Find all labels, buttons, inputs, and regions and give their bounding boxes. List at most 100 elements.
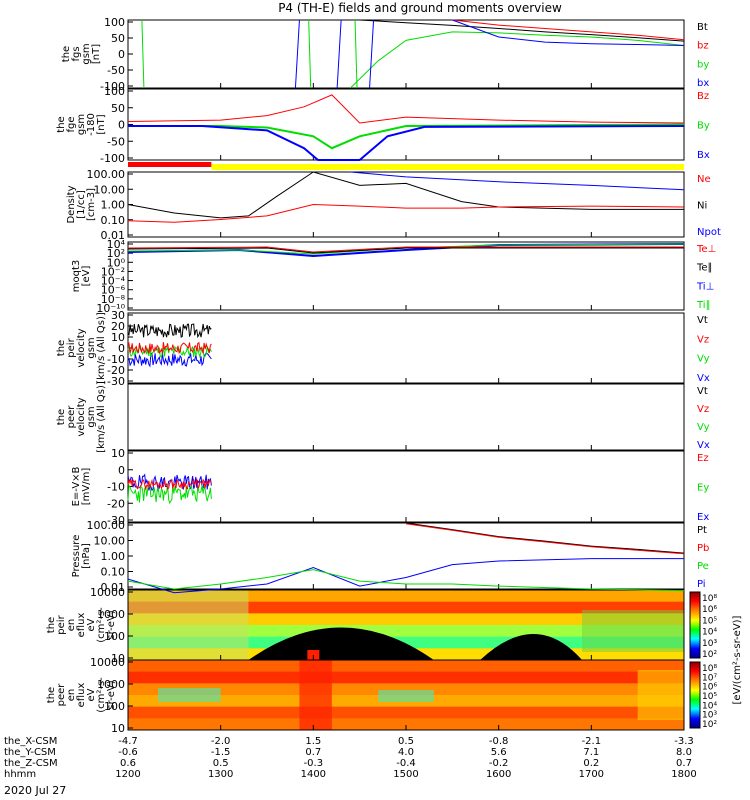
y-tick-label: 0.01 [101,581,126,594]
panel-frame [127,19,685,89]
y-tick-label: 30 [111,309,125,322]
panel-ylabel: thefgegsm-180[nT] [56,113,107,136]
legend-label: Ez [697,453,709,464]
legend-label: Te⊥ [696,244,716,255]
legend-label: Ti⊥ [696,281,714,292]
mode-bar-yellow [211,164,684,170]
figure-title: P4 (TH-E) fields and ground moments over… [278,1,562,15]
y-tick-label: 0 [118,342,125,355]
y-tick-label: 10⁻¹⁰ [96,302,125,315]
ylabel-line: velocity [76,328,87,367]
axis-row-value: 4.0 [398,747,414,758]
legend-label: bz [697,41,709,52]
legend-label: Pb [697,543,709,554]
ylabel-line: en [66,619,77,632]
y-tick-label: 10⁻⁸ [101,293,126,306]
ylabel-line: eflux [76,613,87,638]
y-tick-label: 1000 [97,678,125,691]
ylabel-line: the [46,687,57,703]
legend-label: Npot [697,227,721,238]
ylabel-line: gsm [86,337,97,358]
axis-row-value: 0.6 [120,758,136,769]
ylabel-line: peir [56,614,67,634]
ylabel-line: fge [66,116,77,132]
spectrogram-band [128,718,684,731]
ylabel-line: peer [56,683,67,707]
series-fgs-bz [452,19,685,41]
spectrogram-region [637,670,684,720]
colorbar-tick: 10⁶ [702,605,717,615]
y-tick-label: -50 [107,64,125,77]
colorbar-label: [eV/(cm²-s-sr-eV)] [732,615,743,704]
colorbar-tick: 10⁸ [702,594,717,604]
panel-ylabel: Pressure[nPa] [71,535,92,578]
ylabel-line: sr-eV) [106,680,117,709]
y-tick-label: 0.10 [101,566,126,579]
spectrogram-band [128,625,684,638]
series-pressure-Pb [405,523,685,555]
spectrogram-band [128,660,684,673]
panel-peer_vel: thepeervelocitygsm[km/s (All Qs)] Vt Vz Vy V… [56,381,710,453]
axis-row-value: 0.7 [305,747,321,758]
axis-row-value: -4.7 [118,736,138,747]
y-tick-label: 50 [111,32,125,45]
y-tick-label: 10⁻⁶ [101,284,126,297]
y-tick-label: 100.00 [87,519,126,532]
y-tick-label: -10 [107,353,125,366]
series-fgs-vertical [308,19,312,89]
legend-label: Te∥ [696,263,713,274]
ylabel-line: peer [66,405,77,429]
axis-row-value: 8.0 [676,747,692,758]
y-tick-label: 1.00 [101,550,126,563]
ylabel-line: the [56,116,67,132]
y-tick-label: -10 [107,481,125,494]
series-pressure-Pi [127,558,684,594]
ylabel-line: [km/s (All Qs)] [96,312,107,384]
y-tick-label: 10 [111,722,125,735]
series-vel-Vz [127,341,212,355]
mode-bar-red [128,162,212,167]
legend-label: By [697,121,710,132]
panel-frame [127,522,685,590]
spectrogram-region [128,590,249,660]
series-fgs-by [350,31,685,89]
colorbar-tick: 10⁵ [702,692,717,702]
spectrogram-region [582,610,684,652]
axis-row-value: 0.2 [583,758,599,769]
series-fgs-vertical [369,19,375,89]
colorbar-tick: 10⁴ [702,628,717,638]
y-tick-label: 100 [104,630,125,643]
y-tick-label: 10000 [90,586,125,599]
axis-row-value: -0.2 [489,758,509,769]
panel-efield: 10 0 -10 -20 -30 E=-V×B[mV/m] Ez Ey Ex [71,447,709,527]
panel-peir_vel: 3020100-10-20-30thepeirvelocitygsm[km/s … [56,309,710,388]
axis-row-label: the_Z-CSM [4,758,58,769]
series-fge-By [128,123,685,150]
legend-label: Ni [697,201,707,212]
y-tick-label: 100.00 [87,168,126,181]
y-tick-label: 10⁻² [101,265,125,278]
y-tick-label: 100 [104,700,125,713]
colorbar-tick: 10⁶ [702,683,717,693]
ylabel-line: [nT] [96,114,107,134]
legend-label: Pt [697,525,707,536]
y-tick-label: 10⁻⁴ [101,275,126,288]
legend-label: Pi [697,579,706,590]
legend-label: Ti∥ [696,300,711,311]
axis-row-value: 0.7 [676,758,692,769]
axis-row-value: -3.3 [674,736,694,747]
ylabel-line: the [61,46,72,62]
ylabel-line: [nPa] [81,543,92,569]
ylabel-line: the [56,409,67,425]
panel-fge: 100 50 0 -50 -100 thefgegsm-180[nT] Bz By Bx [56,85,710,165]
y-tick-label: 10⁴ [107,238,126,251]
spectrogram-region [158,688,221,702]
y-tick-label: -30 [107,375,125,388]
series-density-Npot [350,171,685,191]
panel-ylabel: thepeervelocitygsm[km/s (All Qs)] [56,381,107,453]
colorbar-tick: 10⁸ [702,664,717,674]
series-fgs-vertical [294,19,300,89]
ylabel-line: Pressure [71,535,82,578]
spectrogram-dark-region [480,634,583,660]
panel-peir_spec: 10000 1000 100 10 thepeirenefluxeV(cm²-s-sr-… [46,586,685,665]
